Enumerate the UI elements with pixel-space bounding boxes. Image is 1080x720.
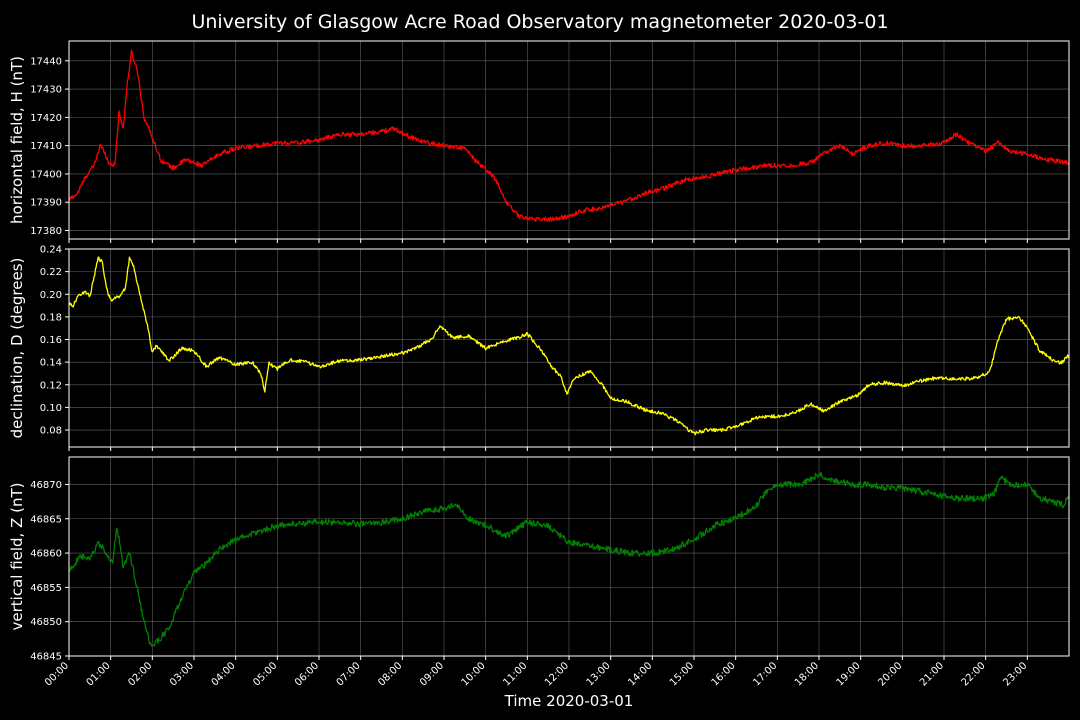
- declination-ytick-label: 0.16: [40, 335, 62, 346]
- horizontal-field-ytick-label: 17420: [30, 113, 62, 124]
- vertical-field-frame: [68, 456, 1070, 657]
- declination-ytick-label: 0.20: [40, 290, 62, 301]
- horizontal-field-series-line: [68, 49, 1070, 223]
- panel-vertical-field: 46845 46850 46855 46860 46865 46870 vertical f…: [8, 456, 1070, 663]
- horizontal-field-frame: [68, 40, 1070, 240]
- vertical-field-ytick-label: 46855: [30, 583, 62, 594]
- declination-ytick-label: 0.24: [40, 245, 62, 256]
- vertical-field-ytick-label: 46845: [30, 652, 62, 663]
- vertical-field-ytick-label: 46860: [30, 549, 62, 560]
- horizontal-field-ytick-label: 17380: [30, 226, 62, 237]
- vertical-field-ytick-label: 46865: [30, 514, 62, 525]
- chart-title: University of Glasgow Acre Road Observat…: [191, 11, 888, 33]
- declination-ytick-label: 0.14: [40, 358, 62, 369]
- declination-y-axis-label: declination, D (degrees): [8, 258, 26, 439]
- horizontal-field-ytick-label: 17400: [30, 169, 62, 180]
- declination-frame: [68, 248, 1070, 448]
- panel-horizontal-field: 17380 17390 17400 17410 17420 17430 17440 horiz…: [8, 40, 1070, 243]
- x-axis-label: Time 2020-03-01: [504, 692, 634, 710]
- horizontal-field-y-axis-label: horizontal field, H (nT): [8, 56, 26, 224]
- horizontal-field-ytick-label: 17410: [30, 141, 62, 152]
- panel-declination: 0.08 0.10 0.12 0.14 0.16 0.18 0.20 0.22 0.24 decl…: [8, 245, 1070, 451]
- horizontal-field-ytick-label: 17440: [30, 56, 62, 67]
- vertical-field-series-line: [68, 471, 1070, 647]
- declination-ytick-label: 0.22: [40, 267, 62, 278]
- declination-ytick-label: 0.12: [40, 380, 62, 391]
- horizontal-field-ytick-label: 17390: [30, 198, 62, 209]
- vertical-field-y-axis-label: vertical field, Z (nT): [8, 482, 26, 630]
- vertical-field-ytick-label: 46870: [30, 480, 62, 491]
- declination-ytick-label: 0.08: [40, 426, 62, 437]
- declination-series-line: [68, 256, 1070, 436]
- declination-ytick-label: 0.18: [40, 312, 62, 323]
- declination-ytick-label: 0.10: [40, 403, 62, 414]
- horizontal-field-ytick-label: 17430: [30, 85, 62, 96]
- vertical-field-ytick-label: 46850: [30, 617, 62, 628]
